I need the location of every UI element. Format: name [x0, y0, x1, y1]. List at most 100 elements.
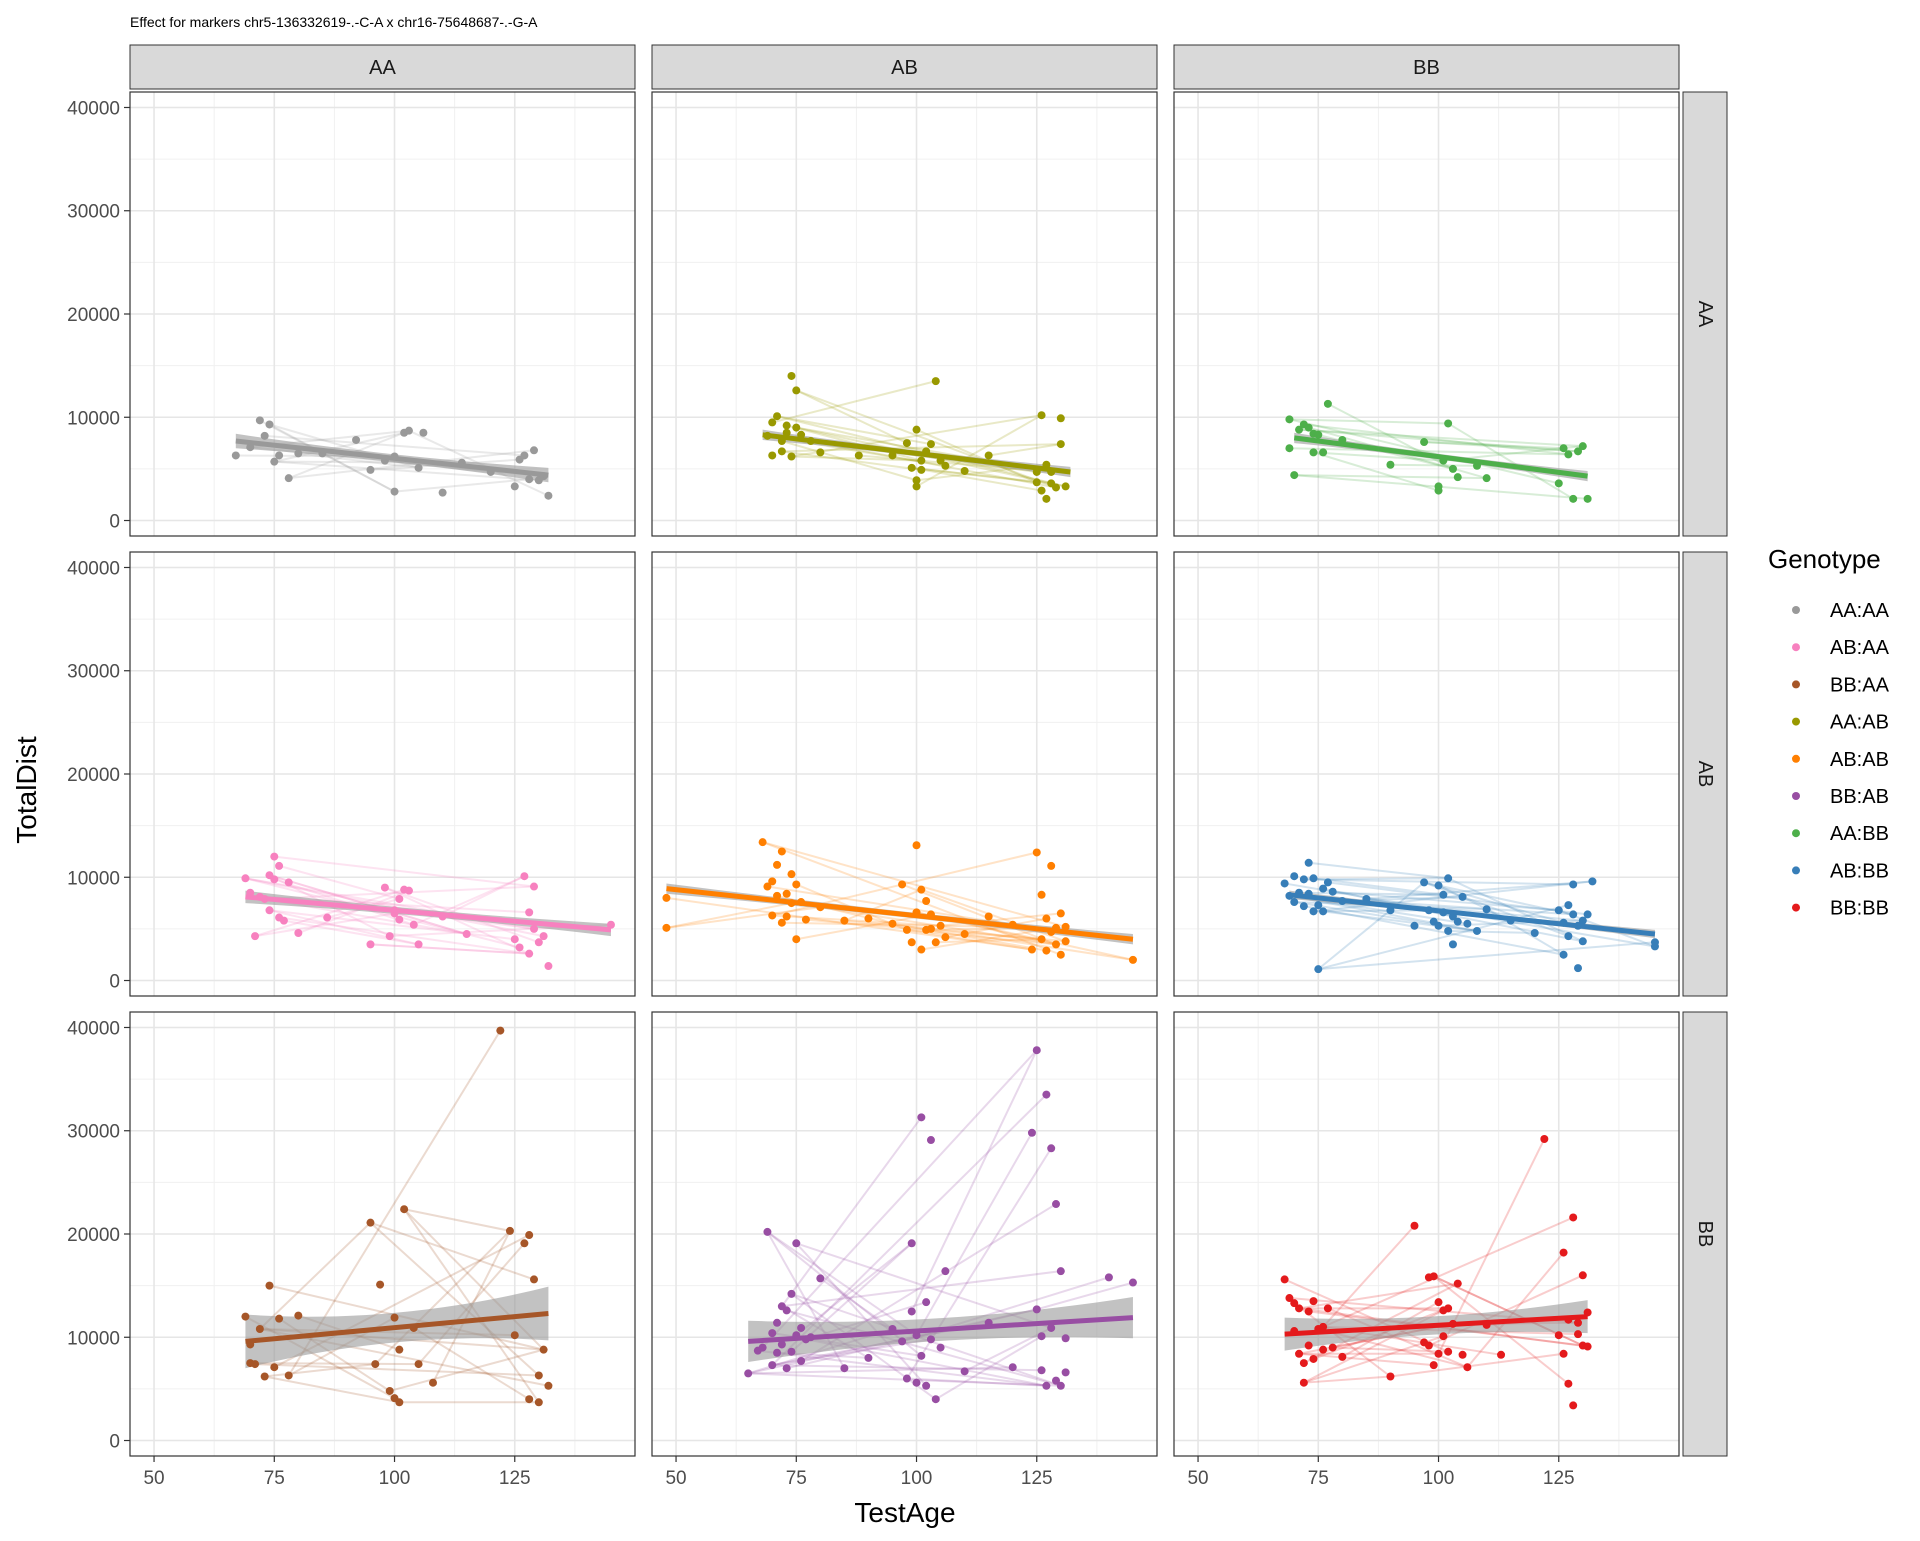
data-point	[1559, 444, 1568, 453]
data-point	[1554, 1331, 1563, 1340]
data-point	[1027, 1128, 1036, 1137]
data-point	[1047, 1144, 1056, 1153]
y-tick-label: 0	[109, 972, 120, 993]
data-point	[768, 911, 777, 920]
subject-line	[795, 389, 908, 444]
subject-line	[819, 1277, 894, 1330]
data-point	[922, 1381, 931, 1390]
data-point	[773, 891, 782, 900]
subject-line	[901, 883, 1057, 946]
data-point	[840, 916, 849, 925]
y-tick-label: 10000	[67, 1328, 120, 1349]
data-point	[1052, 1200, 1060, 1209]
data-point	[782, 1364, 791, 1373]
subject-line	[1424, 441, 1579, 453]
subject-line	[1322, 910, 1478, 932]
subject-line	[255, 1363, 539, 1377]
data-point	[758, 1343, 767, 1352]
data-point	[792, 880, 801, 889]
subject-line	[1447, 422, 1574, 500]
subject-line	[297, 889, 410, 934]
data-point	[530, 446, 538, 455]
subject-line	[1390, 1352, 1564, 1378]
data-point	[1032, 848, 1041, 857]
subject-line	[1428, 1274, 1584, 1347]
data-point	[1037, 890, 1046, 899]
data-point	[1309, 1297, 1318, 1306]
data-point	[1285, 444, 1294, 453]
col-strip-label: AB	[891, 57, 918, 79]
data-point	[1280, 1275, 1289, 1284]
series-bb-ab	[744, 1046, 1137, 1404]
data-point	[926, 1136, 935, 1145]
data-point	[1290, 1299, 1299, 1308]
data-point	[984, 451, 993, 460]
subject-line	[254, 912, 395, 938]
data-point	[1323, 1304, 1332, 1313]
legend-key	[1792, 903, 1800, 912]
data-point	[898, 1337, 907, 1346]
data-point	[902, 1374, 911, 1383]
data-point	[1037, 1332, 1046, 1341]
data-point	[1309, 448, 1318, 457]
subject-line	[791, 414, 1042, 458]
data-point	[1453, 473, 1462, 482]
data-point	[505, 1226, 514, 1235]
data-point	[763, 1227, 772, 1236]
subject-line	[288, 449, 535, 480]
data-point	[840, 1364, 849, 1373]
data-point	[265, 420, 274, 429]
data-point	[520, 872, 529, 881]
data-point	[270, 875, 279, 884]
subject-line	[259, 419, 395, 493]
data-point	[462, 930, 471, 939]
data-point	[1338, 1352, 1347, 1361]
subject-line	[916, 428, 1038, 484]
subject-line	[915, 1132, 1033, 1336]
data-point	[1578, 916, 1587, 925]
data-point	[1047, 1323, 1056, 1332]
data-point	[922, 1298, 931, 1307]
data-point	[1583, 1342, 1592, 1351]
data-point	[768, 1361, 777, 1370]
data-point	[1056, 1381, 1065, 1390]
trend-line	[1289, 892, 1656, 937]
data-point	[1285, 415, 1294, 424]
legend-key	[1792, 643, 1800, 652]
data-point	[1434, 921, 1443, 930]
data-point	[1061, 922, 1070, 931]
data-point	[1569, 910, 1578, 919]
data-point	[931, 1395, 940, 1404]
subject-line	[274, 855, 535, 888]
data-point	[1314, 965, 1323, 974]
legend: Genotype AA:AA AB:AA BB:AA AA:AB AB:AB BB:AB AA…	[1768, 544, 1890, 920]
subject-line	[781, 450, 922, 471]
data-point	[984, 912, 993, 921]
data-point	[260, 431, 269, 440]
data-point	[1588, 877, 1597, 886]
subject-line	[772, 1364, 1042, 1372]
subject-line	[1303, 905, 1564, 956]
col-strip-aa	[129, 44, 636, 90]
subject-line	[916, 414, 1043, 488]
y-tick-label: 30000	[67, 202, 120, 223]
subject-line	[254, 888, 405, 938]
data-point	[941, 461, 950, 470]
col-strip-label: AA	[369, 57, 396, 79]
subject-line	[767, 885, 1013, 926]
data-point	[1559, 1349, 1568, 1358]
data-point	[1482, 474, 1491, 483]
subject-line	[1322, 1225, 1416, 1328]
subject-line	[1327, 881, 1588, 916]
trend-line	[762, 432, 1071, 475]
data-point	[773, 860, 782, 869]
legend-label: AA:AB	[1830, 712, 1889, 734]
data-point	[912, 476, 921, 485]
subject-line	[1366, 880, 1593, 900]
data-point	[1008, 1363, 1017, 1372]
data-point	[902, 925, 911, 934]
data-point	[400, 1205, 409, 1214]
subject-line	[771, 380, 937, 424]
row-strip-label: BB	[1694, 1221, 1716, 1248]
